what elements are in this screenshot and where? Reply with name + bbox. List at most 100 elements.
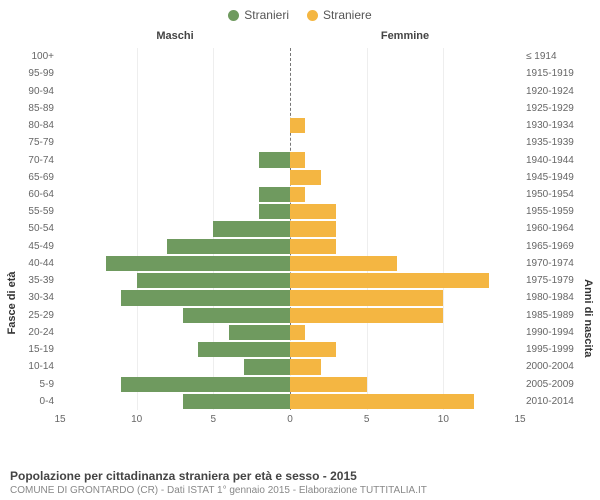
birth-label: 2005-2009 bbox=[520, 379, 574, 390]
age-row: 20-241990-1994 bbox=[60, 324, 520, 341]
female-bar bbox=[290, 256, 397, 271]
age-row: 25-291985-1989 bbox=[60, 307, 520, 324]
birth-label: 2010-2014 bbox=[520, 396, 574, 407]
column-headers: Maschi Femmine bbox=[60, 30, 520, 42]
female-half bbox=[290, 169, 520, 186]
male-bar bbox=[244, 359, 290, 374]
age-row: 65-691945-1949 bbox=[60, 169, 520, 186]
age-label: 0-4 bbox=[40, 396, 60, 407]
age-label: 15-19 bbox=[28, 344, 60, 355]
male-half bbox=[60, 289, 290, 306]
female-bar bbox=[290, 118, 305, 133]
x-axis: 15105051015 bbox=[60, 414, 520, 428]
male-half bbox=[60, 393, 290, 410]
male-bar bbox=[106, 256, 290, 271]
male-half bbox=[60, 100, 290, 117]
male-half bbox=[60, 186, 290, 203]
female-bar bbox=[290, 187, 305, 202]
age-label: 50-54 bbox=[28, 223, 60, 234]
birth-label: 1990-1994 bbox=[520, 327, 574, 338]
age-row: 85-891925-1929 bbox=[60, 100, 520, 117]
female-bar bbox=[290, 377, 367, 392]
male-bar bbox=[183, 308, 290, 323]
age-row: 55-591955-1959 bbox=[60, 203, 520, 220]
male-half bbox=[60, 324, 290, 341]
birth-label: 1980-1984 bbox=[520, 292, 574, 303]
x-tick: 5 bbox=[211, 414, 217, 425]
female-half bbox=[290, 255, 520, 272]
age-row: 70-741940-1944 bbox=[60, 151, 520, 168]
caption: Popolazione per cittadinanza straniera p… bbox=[10, 469, 427, 496]
male-half bbox=[60, 169, 290, 186]
birth-label: 1935-1939 bbox=[520, 137, 574, 148]
female-half bbox=[290, 307, 520, 324]
birth-label: 1995-1999 bbox=[520, 344, 574, 355]
legend-item-male: Stranieri bbox=[228, 8, 289, 22]
age-label: 45-49 bbox=[28, 241, 60, 252]
age-label: 75-79 bbox=[28, 137, 60, 148]
birth-label: 1925-1929 bbox=[520, 103, 574, 114]
legend: Stranieri Straniere bbox=[0, 0, 600, 22]
male-half bbox=[60, 203, 290, 220]
age-label: 10-14 bbox=[28, 361, 60, 372]
female-half bbox=[290, 117, 520, 134]
male-half bbox=[60, 358, 290, 375]
female-half bbox=[290, 393, 520, 410]
legend-swatch-male bbox=[228, 10, 239, 21]
y-axis-left-title: Fasce di età bbox=[6, 271, 18, 334]
age-label: 95-99 bbox=[28, 68, 60, 79]
age-row: 60-641950-1954 bbox=[60, 186, 520, 203]
age-row: 100+≤ 1914 bbox=[60, 48, 520, 65]
age-row: 45-491965-1969 bbox=[60, 238, 520, 255]
x-tick: 5 bbox=[364, 414, 370, 425]
female-bar bbox=[290, 308, 443, 323]
male-half bbox=[60, 341, 290, 358]
age-row: 15-191995-1999 bbox=[60, 341, 520, 358]
male-half bbox=[60, 48, 290, 65]
age-label: 60-64 bbox=[28, 189, 60, 200]
male-bar bbox=[229, 325, 290, 340]
birth-label: 1985-1989 bbox=[520, 310, 574, 321]
female-half bbox=[290, 238, 520, 255]
age-row: 50-541960-1964 bbox=[60, 220, 520, 237]
female-bar bbox=[290, 239, 336, 254]
x-tick: 0 bbox=[287, 414, 293, 425]
plot-area: 100+≤ 191495-991915-191990-941920-192485… bbox=[60, 48, 520, 410]
male-half bbox=[60, 65, 290, 82]
female-bar bbox=[290, 394, 474, 409]
age-label: 35-39 bbox=[28, 275, 60, 286]
female-half bbox=[290, 289, 520, 306]
age-row: 90-941920-1924 bbox=[60, 82, 520, 99]
male-bar bbox=[137, 273, 290, 288]
female-bar bbox=[290, 325, 305, 340]
male-half bbox=[60, 220, 290, 237]
female-bar bbox=[290, 342, 336, 357]
male-bar bbox=[259, 204, 290, 219]
caption-sub: COMUNE DI GRONTARDO (CR) - Dati ISTAT 1°… bbox=[10, 485, 427, 496]
age-label: 5-9 bbox=[40, 379, 60, 390]
male-bar bbox=[213, 221, 290, 236]
age-row: 80-841930-1934 bbox=[60, 117, 520, 134]
birth-label: 1920-1924 bbox=[520, 86, 574, 97]
chart: Fasce di età Anni di nascita Maschi Femm… bbox=[0, 30, 600, 450]
male-half bbox=[60, 238, 290, 255]
female-bar bbox=[290, 273, 489, 288]
y-axis-right-title: Anni di nascita bbox=[582, 279, 594, 357]
birth-label: 1930-1934 bbox=[520, 120, 574, 131]
male-bar bbox=[259, 187, 290, 202]
age-row: 5-92005-2009 bbox=[60, 376, 520, 393]
legend-swatch-female bbox=[307, 10, 318, 21]
birth-label: ≤ 1914 bbox=[520, 51, 557, 62]
female-half bbox=[290, 220, 520, 237]
female-bar bbox=[290, 221, 336, 236]
age-row: 75-791935-1939 bbox=[60, 134, 520, 151]
age-row: 35-391975-1979 bbox=[60, 272, 520, 289]
birth-label: 1970-1974 bbox=[520, 258, 574, 269]
age-row: 40-441970-1974 bbox=[60, 255, 520, 272]
male-half bbox=[60, 376, 290, 393]
female-bar bbox=[290, 170, 321, 185]
female-bar bbox=[290, 152, 305, 167]
age-label: 25-29 bbox=[28, 310, 60, 321]
birth-label: 1915-1919 bbox=[520, 68, 574, 79]
birth-label: 1960-1964 bbox=[520, 223, 574, 234]
